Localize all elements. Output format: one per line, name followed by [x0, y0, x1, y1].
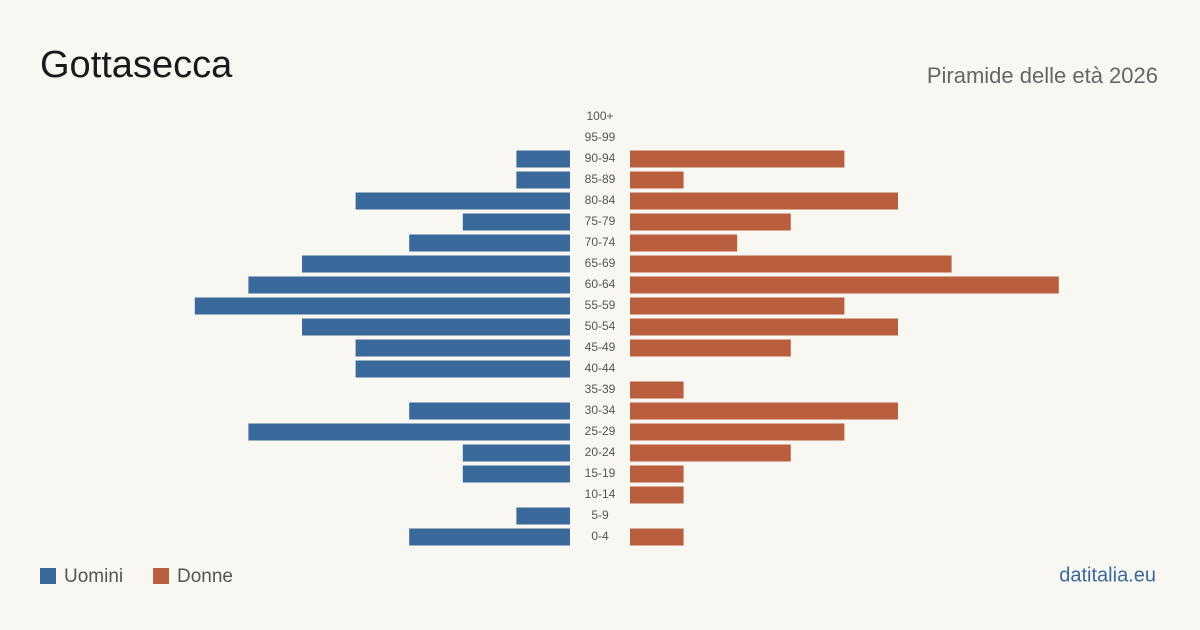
age-label: 95-99	[585, 130, 616, 144]
bar-female	[630, 297, 845, 315]
chart-title: Gottasecca	[40, 44, 233, 86]
bar-female	[630, 423, 845, 441]
age-label: 55-59	[585, 298, 616, 312]
age-label: 85-89	[585, 172, 616, 186]
legend-label: Donne	[177, 566, 233, 587]
bar-female	[630, 402, 898, 420]
bar-male	[355, 192, 570, 210]
source-link[interactable]: datitalia.eu	[1059, 564, 1156, 586]
bar-male	[516, 507, 570, 525]
age-label: 5-9	[591, 508, 609, 522]
bar-female	[630, 318, 898, 336]
age-label: 100+	[586, 109, 613, 123]
bar-female	[630, 276, 1059, 294]
bar-female	[630, 528, 684, 546]
bar-male	[409, 234, 570, 252]
bar-male	[248, 423, 570, 441]
bar-female	[630, 255, 952, 273]
bar-female	[630, 150, 845, 168]
bar-male	[302, 318, 570, 336]
bar-female	[630, 444, 791, 462]
age-label: 35-39	[585, 382, 616, 396]
age-label: 30-34	[585, 403, 616, 417]
bar-female	[630, 465, 684, 483]
bar-female	[630, 381, 684, 399]
legend-swatch	[40, 568, 56, 584]
bar-female	[630, 213, 791, 231]
age-label: 75-79	[585, 214, 616, 228]
age-label: 25-29	[585, 424, 616, 438]
bar-male	[462, 444, 570, 462]
age-label: 0-4	[591, 529, 609, 543]
age-label: 80-84	[585, 193, 616, 207]
age-label: 45-49	[585, 340, 616, 354]
age-label: 15-19	[585, 466, 616, 480]
bar-male	[194, 297, 571, 315]
bar-male	[409, 402, 570, 420]
age-label: 90-94	[585, 151, 616, 165]
age-label: 20-24	[585, 445, 616, 459]
age-label: 60-64	[585, 277, 616, 291]
bar-female	[630, 192, 898, 210]
age-label: 50-54	[585, 319, 616, 333]
age-label: 70-74	[585, 235, 616, 249]
legend-swatch	[153, 568, 169, 584]
bar-male	[462, 465, 570, 483]
bar-female	[630, 234, 738, 252]
bar-male	[409, 528, 570, 546]
bar-female	[630, 486, 684, 504]
bar-female	[630, 171, 684, 189]
bar-female	[630, 339, 791, 357]
bar-male	[355, 339, 570, 357]
legend-label: Uomini	[64, 566, 123, 587]
bar-male	[355, 360, 570, 378]
bar-male	[302, 255, 570, 273]
bar-male	[462, 213, 570, 231]
age-label: 65-69	[585, 256, 616, 270]
bar-male	[248, 276, 570, 294]
age-label: 40-44	[585, 361, 616, 375]
chart-subtitle: Piramide delle età 2026	[927, 63, 1158, 88]
bar-male	[516, 171, 570, 189]
bar-male	[516, 150, 570, 168]
age-label: 10-14	[585, 487, 616, 501]
